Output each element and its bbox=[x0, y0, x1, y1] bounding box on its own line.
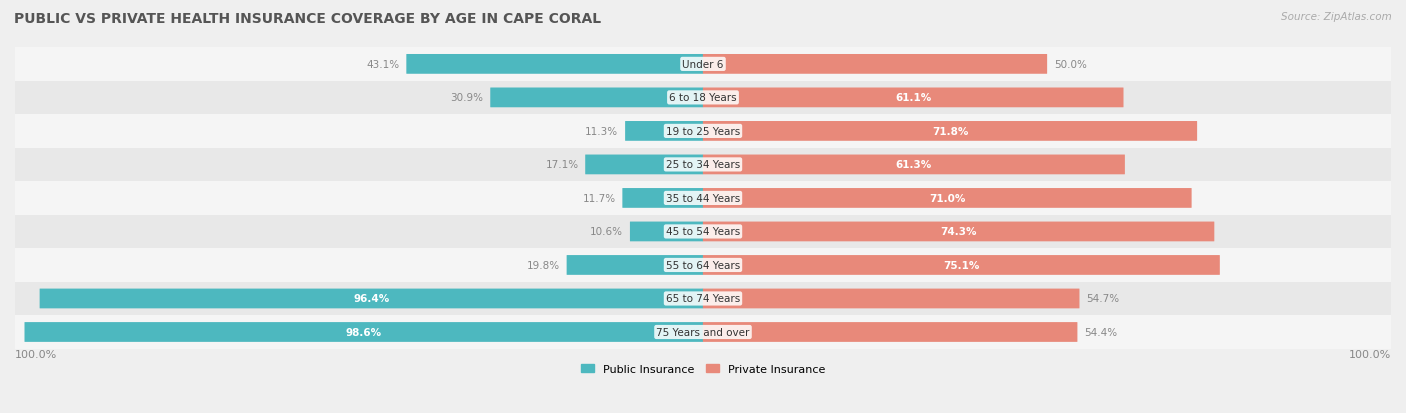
FancyBboxPatch shape bbox=[491, 88, 703, 108]
Text: 61.1%: 61.1% bbox=[896, 93, 931, 103]
Text: 75.1%: 75.1% bbox=[943, 260, 980, 270]
Text: 6 to 18 Years: 6 to 18 Years bbox=[669, 93, 737, 103]
Text: Under 6: Under 6 bbox=[682, 60, 724, 70]
Text: 100.0%: 100.0% bbox=[15, 349, 58, 360]
Bar bbox=[15, 148, 1391, 182]
FancyBboxPatch shape bbox=[39, 289, 703, 309]
Text: 11.7%: 11.7% bbox=[582, 193, 616, 204]
FancyBboxPatch shape bbox=[585, 155, 703, 175]
FancyBboxPatch shape bbox=[703, 222, 1215, 242]
Text: 54.7%: 54.7% bbox=[1087, 294, 1119, 304]
Bar bbox=[15, 81, 1391, 115]
Text: 19 to 25 Years: 19 to 25 Years bbox=[666, 127, 740, 137]
Bar bbox=[15, 249, 1391, 282]
Text: 98.6%: 98.6% bbox=[346, 327, 382, 337]
FancyBboxPatch shape bbox=[567, 256, 703, 275]
Text: 65 to 74 Years: 65 to 74 Years bbox=[666, 294, 740, 304]
Text: Source: ZipAtlas.com: Source: ZipAtlas.com bbox=[1281, 12, 1392, 22]
Bar bbox=[15, 115, 1391, 148]
Text: 25 to 34 Years: 25 to 34 Years bbox=[666, 160, 740, 170]
Text: 61.3%: 61.3% bbox=[896, 160, 932, 170]
Text: 50.0%: 50.0% bbox=[1054, 60, 1087, 70]
Text: PUBLIC VS PRIVATE HEALTH INSURANCE COVERAGE BY AGE IN CAPE CORAL: PUBLIC VS PRIVATE HEALTH INSURANCE COVER… bbox=[14, 12, 602, 26]
FancyBboxPatch shape bbox=[626, 122, 703, 141]
FancyBboxPatch shape bbox=[703, 88, 1123, 108]
Text: 43.1%: 43.1% bbox=[367, 60, 399, 70]
FancyBboxPatch shape bbox=[703, 322, 1077, 342]
Text: 55 to 64 Years: 55 to 64 Years bbox=[666, 260, 740, 270]
FancyBboxPatch shape bbox=[703, 256, 1220, 275]
Text: 17.1%: 17.1% bbox=[546, 160, 578, 170]
Text: 54.4%: 54.4% bbox=[1084, 327, 1118, 337]
FancyBboxPatch shape bbox=[703, 55, 1047, 75]
Text: 74.3%: 74.3% bbox=[941, 227, 977, 237]
Bar bbox=[15, 316, 1391, 349]
Bar bbox=[15, 48, 1391, 81]
Text: 19.8%: 19.8% bbox=[527, 260, 560, 270]
FancyBboxPatch shape bbox=[703, 155, 1125, 175]
Text: 10.6%: 10.6% bbox=[591, 227, 623, 237]
FancyBboxPatch shape bbox=[623, 189, 703, 208]
FancyBboxPatch shape bbox=[406, 55, 703, 75]
Bar bbox=[15, 282, 1391, 316]
Text: 96.4%: 96.4% bbox=[353, 294, 389, 304]
Text: 11.3%: 11.3% bbox=[585, 127, 619, 137]
FancyBboxPatch shape bbox=[24, 322, 703, 342]
FancyBboxPatch shape bbox=[630, 222, 703, 242]
Text: 71.8%: 71.8% bbox=[932, 127, 969, 137]
Bar bbox=[15, 182, 1391, 215]
Text: 45 to 54 Years: 45 to 54 Years bbox=[666, 227, 740, 237]
Text: 75 Years and over: 75 Years and over bbox=[657, 327, 749, 337]
Text: 71.0%: 71.0% bbox=[929, 193, 966, 204]
Bar bbox=[15, 215, 1391, 249]
Text: 100.0%: 100.0% bbox=[1348, 349, 1391, 360]
Text: 30.9%: 30.9% bbox=[450, 93, 484, 103]
FancyBboxPatch shape bbox=[703, 289, 1080, 309]
FancyBboxPatch shape bbox=[703, 189, 1192, 208]
FancyBboxPatch shape bbox=[703, 122, 1197, 141]
Text: 35 to 44 Years: 35 to 44 Years bbox=[666, 193, 740, 204]
Legend: Public Insurance, Private Insurance: Public Insurance, Private Insurance bbox=[575, 358, 831, 380]
